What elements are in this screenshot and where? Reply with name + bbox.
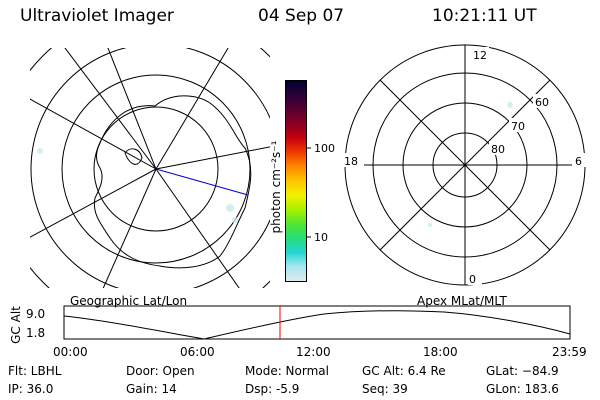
colorbar-tick-100: 100 bbox=[314, 142, 335, 155]
timeline-ytick-9: 9.0 bbox=[26, 307, 46, 321]
apex-map: 12 18 6 0 60 70 80 bbox=[342, 44, 586, 286]
glat-label: GLat: −84.9 bbox=[486, 364, 559, 378]
lat-80: 80 bbox=[491, 143, 505, 156]
gc-alt-label: GC Alt: 6.4 Re bbox=[362, 364, 446, 378]
ip-label: IP: 36.0 bbox=[8, 382, 54, 396]
timeline-xtick-1200: 12:00 bbox=[296, 345, 331, 359]
colorbar bbox=[285, 80, 307, 282]
seq-label: Seq: 39 bbox=[362, 382, 408, 396]
colorbar-tick-10: 10 bbox=[314, 231, 328, 244]
geographic-label: Geographic Lat/Lon bbox=[70, 294, 188, 308]
timeline-xtick-2359: 23:59 bbox=[552, 345, 587, 359]
time-label: 10:21:11 UT bbox=[432, 6, 537, 26]
app-title: Ultraviolet Imager bbox=[20, 6, 174, 26]
timeline-xtick-0600: 06:00 bbox=[180, 345, 215, 359]
lat-70: 70 bbox=[511, 120, 525, 133]
colorbar-label: photon cm⁻²s⁻¹ bbox=[269, 140, 283, 234]
timeline-ylabel: GC Alt bbox=[9, 306, 23, 344]
door-label: Door: Open bbox=[126, 364, 195, 378]
timeline-xtick-1800: 18:00 bbox=[423, 345, 458, 359]
glon-label: GLon: 183.6 bbox=[486, 382, 559, 396]
mlt-0: 0 bbox=[469, 273, 476, 286]
altitude-timeline bbox=[63, 305, 571, 340]
flt-label: Flt: LBHL bbox=[8, 364, 62, 378]
colorbar-ticks: 100 10 bbox=[306, 142, 335, 244]
gain-label: Gain: 14 bbox=[126, 382, 177, 396]
geographic-map bbox=[30, 48, 270, 288]
date-label: 04 Sep 07 bbox=[258, 6, 345, 26]
mlt-12: 12 bbox=[473, 49, 487, 62]
timeline-ytick-1-8: 1.8 bbox=[26, 326, 46, 340]
timeline-xtick-0000: 00:00 bbox=[53, 345, 88, 359]
mlt-6: 6 bbox=[575, 155, 582, 168]
lat-60: 60 bbox=[535, 96, 549, 109]
mode-label: Mode: Normal bbox=[245, 364, 329, 378]
apex-label: Apex MLat/MLT bbox=[417, 294, 507, 308]
mlt-18: 18 bbox=[344, 155, 358, 168]
dsp-label: Dsp: -5.9 bbox=[245, 382, 300, 396]
